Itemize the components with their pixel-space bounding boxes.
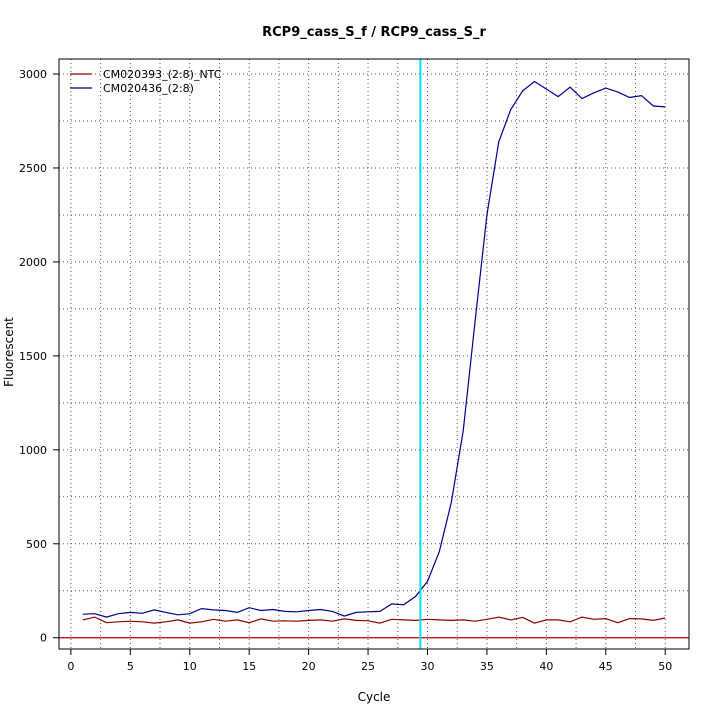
y-tick-label: 1500: [19, 350, 47, 363]
x-tick-label: 20: [302, 660, 316, 673]
x-tick-label: 5: [127, 660, 134, 673]
y-axis: 0 500 1000 1500 2000 2500 3000: [19, 68, 59, 645]
x-axis-label: Cycle: [358, 690, 391, 704]
x-tick-label: 0: [67, 660, 74, 673]
legend-label: CM020436_(2:8): [103, 82, 194, 95]
x-tick-label: 10: [183, 660, 197, 673]
x-tick-label: 30: [420, 660, 434, 673]
plot-frame: [58, 58, 690, 650]
x-tick-label: 35: [480, 660, 494, 673]
y-tick-label: 2000: [19, 256, 47, 269]
series-lines: [82, 80, 666, 624]
reference-lines: [59, 59, 689, 649]
chart-title: RCP9_cass_S_f / RCP9_cass_S_r: [262, 25, 486, 40]
legend-label: CM020393_(2:8)_NTC: [103, 68, 222, 81]
x-tick-label: 50: [658, 660, 672, 673]
x-tick-label: 15: [242, 660, 256, 673]
y-tick-label: 3000: [19, 68, 47, 81]
series-line-2: [82, 80, 666, 618]
y-tick-label: 2500: [19, 162, 47, 175]
x-tick-label: 40: [539, 660, 553, 673]
x-tick-label: 45: [599, 660, 613, 673]
y-tick-label: 0: [40, 632, 47, 645]
y-tick-label: 1000: [19, 444, 47, 457]
y-tick-label: 500: [26, 538, 47, 551]
x-axis: 0 5 10 15 20 25 30 35 40 45 50: [67, 649, 672, 673]
x-tick-label: 25: [361, 660, 375, 673]
y-axis-label: Fluorescent: [2, 317, 16, 387]
series-line-1: [82, 616, 666, 624]
